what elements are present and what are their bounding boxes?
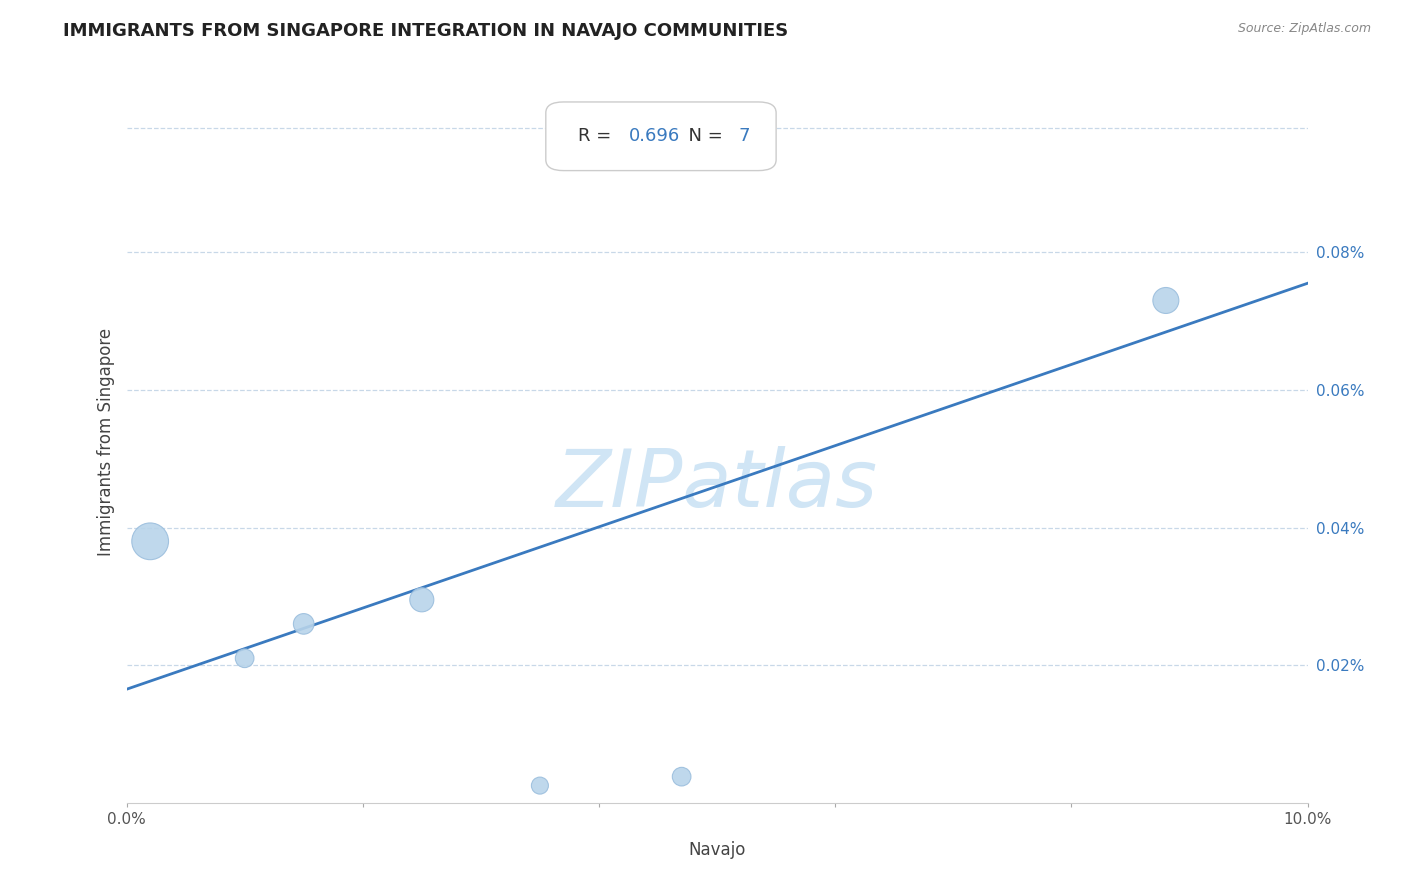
Point [411, 592, 433, 607]
Point [292, 616, 315, 631]
Text: ZIPatlas: ZIPatlas [555, 446, 879, 524]
Text: N =: N = [676, 128, 728, 145]
Text: R =: R = [578, 128, 617, 145]
X-axis label: Navajo: Navajo [689, 841, 745, 859]
Text: 7: 7 [738, 128, 749, 145]
FancyBboxPatch shape [546, 102, 776, 170]
Text: IMMIGRANTS FROM SINGAPORE INTEGRATION IN NAVAJO COMMUNITIES: IMMIGRANTS FROM SINGAPORE INTEGRATION IN… [63, 22, 789, 40]
Text: Source: ZipAtlas.com: Source: ZipAtlas.com [1237, 22, 1371, 36]
Text: 0.696: 0.696 [628, 128, 679, 145]
Point [1154, 293, 1177, 308]
Point [671, 770, 693, 784]
Point [139, 534, 162, 549]
Point [233, 651, 256, 665]
Y-axis label: Immigrants from Singapore: Immigrants from Singapore [97, 327, 115, 556]
Point [529, 779, 551, 793]
